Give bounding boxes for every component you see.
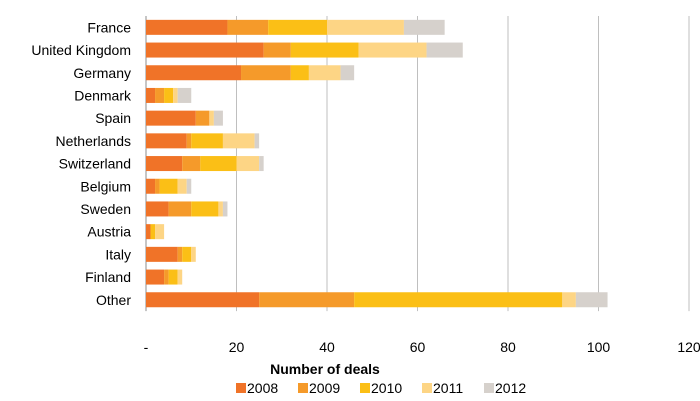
bar-segment-2012 [575,292,608,308]
bar-segment-2010 [290,42,359,58]
bar-segment-2011 [358,42,427,58]
bar-segment-2011 [177,178,187,194]
x-tick-label: 40 [319,339,335,355]
bar-segment-2010 [290,65,309,81]
bar-segment-2008 [146,224,151,240]
bar-segment-2010 [200,156,237,172]
x-tick-label: 60 [410,339,426,355]
category-label: Germany [73,65,131,81]
bar-segment-2011 [308,65,341,81]
bar-segment-2010 [191,201,219,217]
bar-segment-2010 [168,269,178,285]
x-axis-title: Number of deals [270,361,380,377]
category-label: Denmark [74,87,132,103]
bar-segment-2009 [195,110,210,126]
bar-segment-2008 [146,269,165,285]
bars [146,19,608,308]
legend-swatch-2008 [236,383,246,393]
bar-segment-2009 [227,19,269,35]
bar-segment-2012 [403,19,445,35]
category-label: Sweden [80,201,131,217]
bar-segment-2009 [241,65,291,81]
legend-swatch-2012 [484,383,494,393]
category-labels: France United Kingdom Germany Denmark Spain N… [31,19,132,307]
category-label: Italy [105,246,131,262]
bar-segment-2011 [177,269,183,285]
bar-segment-2008 [146,42,264,58]
bar-segment-2011 [222,133,255,149]
category-label: Finland [85,269,131,285]
bar-segment-2008 [146,292,260,308]
category-label: Other [96,292,131,308]
bar-segment-2011 [327,19,404,35]
gridlines [145,16,690,312]
bar-segment-2009 [182,156,201,172]
bar-segment-2009 [168,201,192,217]
bar-segment-2011 [562,292,576,308]
bar-segment-2012 [254,133,260,149]
bar-segment-2008 [146,87,156,103]
bar-segment-2009 [263,42,291,58]
x-tick-label: - [144,339,149,355]
bar-segment-2008 [146,133,187,149]
x-tick-labels: - 20 40 60 80 100 120 [144,339,700,355]
bar-segment-2011 [209,110,214,126]
bar-segment-2012 [340,65,355,81]
bar-segment-2009 [164,269,169,285]
category-label: Austria [87,224,131,240]
bar-segment-2011 [218,201,223,217]
bar-segment-2012 [213,110,223,126]
x-tick-label: 120 [677,339,700,355]
bar-segment-2008 [146,156,183,172]
bar-segment-2010 [150,224,156,240]
bar-segment-2009 [259,292,355,308]
bar-segment-2012 [426,42,463,58]
bar-segment-2011 [173,87,178,103]
bar-segment-2008 [146,178,156,194]
bar-segment-2008 [146,110,196,126]
bar-segment-2008 [146,19,228,35]
legend-label-2012: 2012 [495,380,526,396]
bar-segment-2009 [177,246,183,262]
bar-segment-2010 [164,87,174,103]
bar-segment-2008 [146,201,169,217]
bar-segment-2011 [191,246,196,262]
category-label: United Kingdom [31,42,131,58]
bar-segment-2010 [182,246,192,262]
bar-segment-2010 [354,292,563,308]
bar-segment-2009 [155,87,165,103]
bar-segment-2008 [146,65,242,81]
legend: 2008 2009 2010 2011 2012 [236,380,526,396]
bar-segment-2009 [155,178,160,194]
legend-label-2011: 2011 [433,380,463,396]
bar-segment-2010 [191,133,223,149]
legend-swatch-2011 [422,383,432,393]
category-label: France [87,19,131,35]
x-tick-label: 20 [229,339,245,355]
bar-segment-2011 [236,156,260,172]
legend-label-2008: 2008 [247,380,278,396]
bar-segment-2009 [186,133,192,149]
bar-segment-2011 [155,224,165,240]
category-label: Spain [95,110,131,126]
x-tick-label: 80 [500,339,516,355]
bar-segment-2010 [159,178,178,194]
bar-segment-2012 [177,87,192,103]
bar-segment-2008 [146,246,178,262]
legend-swatch-2009 [298,383,308,393]
legend-label-2009: 2009 [309,380,340,396]
bar-segment-2010 [268,19,327,35]
bar-segment-2012 [259,156,264,172]
bar-segment-2012 [222,201,228,217]
legend-swatch-2010 [360,383,370,393]
category-label: Belgium [80,178,131,194]
x-tick-label: 100 [587,339,611,355]
category-label: Switzerland [59,156,131,172]
legend-label-2010: 2010 [371,380,402,396]
bar-segment-2012 [186,178,192,194]
category-label: Netherlands [56,133,132,149]
